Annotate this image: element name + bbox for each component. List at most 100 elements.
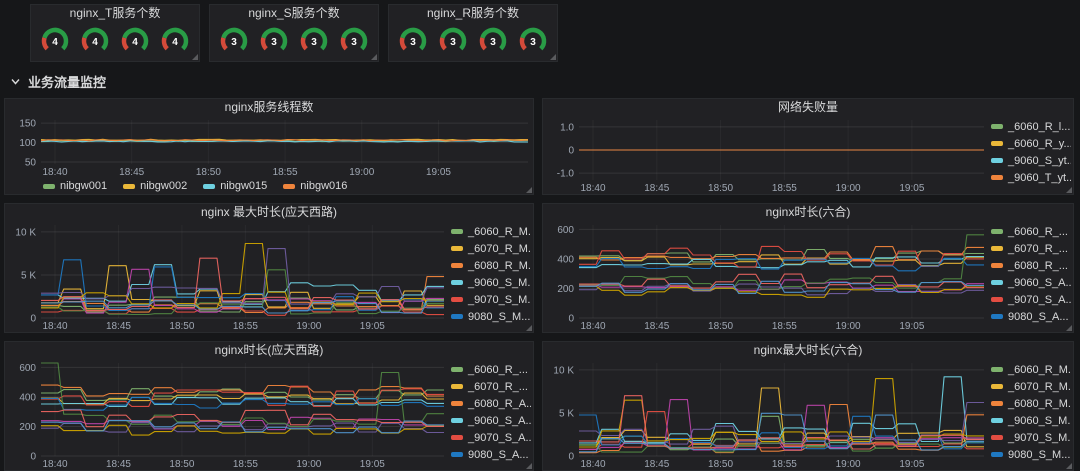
x-tick-label: 19:00 [296,321,321,332]
x-tick-label: 18:40 [580,321,605,332]
legend-swatch-icon [451,418,463,423]
y-tick-label: 0 [568,314,574,325]
legend-item[interactable]: nibgw002 [123,178,187,194]
gauge: 4 [121,27,149,50]
chart-plot-area[interactable]: 10 K 5 K 0 18:40 18:45 18:50 18:55 19:00 19:05 [543,359,989,470]
legend-item[interactable]: _9060_S_A... [451,412,531,429]
gauge: 3 [479,27,507,50]
legend-item[interactable]: _6060_R_l... [991,118,1071,135]
legend-item[interactable]: nibgw015 [203,178,267,194]
legend-item[interactable]: _6060_R_M... [991,361,1071,378]
x-tick-label: 19:05 [899,183,924,194]
gauge-value: 3 [450,37,456,48]
legend-item[interactable]: _6060_R_M... [451,223,531,240]
legend-item[interactable]: _9060_S_M... [991,412,1071,429]
legend-item[interactable]: _6070_R_... [451,378,531,395]
legend-item[interactable]: _6080_R_A... [451,395,531,412]
chart-plot-area[interactable]: 600 400 200 0 18:40 18:45 18:50 18:55 19:00 19:05 [543,221,989,332]
legend-item[interactable]: _9070_S_M... [991,429,1071,446]
series-line [41,385,444,407]
panel-resize-handle[interactable] [1066,187,1072,193]
legend-item[interactable]: _6080_R_M... [451,257,531,274]
series-line [41,420,444,434]
panel-title[interactable]: nginx_T服务个数 [69,6,161,20]
gauge-group: 4 4 4 4 [31,22,199,61]
chart-legend: _6060_R_M... _6070_R_M... _6080_R_M... _906… [449,221,533,332]
series-line [579,255,984,269]
legend-label: _9060_T_yt... [1008,171,1071,184]
panel-title[interactable]: nginx时长(应天西路) [214,343,324,357]
x-tick-label: 19:00 [349,167,374,178]
legend-item[interactable]: _9060_S_A... [991,274,1071,291]
row-title: 业务流量监控 [28,74,107,90]
series-line [579,245,984,268]
chart-legend: _6060_R_l... _6060_R_y... _9060_S_yt... _90… [989,116,1073,194]
legend-item[interactable]: 9080_S_A... [991,308,1071,325]
panel-title[interactable]: nginx最大时长(六合) [753,343,863,357]
panel-title[interactable]: nginx时长(六合) [765,205,851,219]
legend-item[interactable]: _9070_S_A... [451,429,531,446]
legend-item[interactable]: _9060_S_yt... [991,152,1071,169]
legend-label: _9070_S_M... [468,293,531,306]
legend-swatch-icon [283,183,296,189]
chart-plot-area[interactable]: 10 K 5 K 0 18:40 18:45 18:50 18:55 19:00 19:05 [5,221,449,332]
panel-nginx-s-service-count: nginx_S服务个数 3 3 3 3 [209,4,379,62]
panel-resize-handle[interactable] [371,54,377,60]
panel-nginx-r-service-count: nginx_R服务个数 3 3 3 3 [388,4,558,62]
legend-label: _9060_S_M... [1008,414,1071,427]
x-tick-label: 18:50 [708,183,733,194]
panel-resize-handle[interactable] [526,463,532,469]
legend-item[interactable]: nibgw016 [283,178,347,194]
legend-item[interactable]: _6070_R_M... [451,240,531,257]
legend-item[interactable]: nibgw001 [43,178,107,194]
legend-swatch-icon [991,367,1003,372]
series-line [579,254,984,267]
legend-item[interactable]: _9070_S_A... [991,291,1071,308]
legend-label: _6070_R_M... [468,242,531,255]
legend-item[interactable]: _6080_R_... [991,257,1071,274]
panel-resize-handle[interactable] [526,187,532,193]
legend-item[interactable]: _6060_R_y... [991,135,1071,152]
legend-item[interactable]: _9060_S_M... [451,274,531,291]
chart-grid: nginx服务线程数 150 100 50 18:40 18:45 18:50 18:55 1… [4,98,1076,471]
x-tick-label: 19:00 [836,459,861,470]
legend-item[interactable]: _6080_R_M... [991,395,1071,412]
panel-resize-handle[interactable] [550,54,556,60]
legend-swatch-icon [451,263,463,268]
panel-title[interactable]: nginx服务线程数 [224,100,314,114]
panel-title[interactable]: 网络失败量 [777,100,838,114]
panel-resize-handle[interactable] [1066,325,1072,331]
legend-item[interactable]: 9080_S_M... [991,446,1071,463]
series-line [579,257,984,272]
x-tick-label: 18:55 [772,183,797,194]
x-tick-label: 18:45 [106,321,131,332]
row-toggle-business-traffic[interactable]: 业务流量监控 [0,68,1080,94]
series-line [41,397,444,411]
legend-label: _6070_R_... [1008,242,1068,255]
gauge-value: 4 [172,37,178,48]
y-tick-label: 0 [30,452,36,463]
legend-item[interactable]: _6070_R_... [991,240,1071,257]
chart-plot-area[interactable]: 1.0 0 -1.0 18:40 18:45 18:50 18:55 19:00 19:05 [543,116,989,194]
panel-title[interactable]: nginx_R服务个数 [426,6,520,20]
chart-plot-area[interactable]: 600 400 200 0 18:40 18:45 18:50 18:55 19:00 19:05 [5,359,449,470]
legend-swatch-icon [123,183,136,189]
legend-item[interactable]: _6070_R_M... [991,378,1071,395]
panel-resize-handle[interactable] [192,54,198,60]
legend-item[interactable]: _6060_R_... [451,361,531,378]
panel-title[interactable]: nginx 最大时长(应天西路) [200,205,337,219]
legend-item[interactable]: _9060_T_yt... [991,169,1071,186]
series-line [41,257,444,311]
panel-resize-handle[interactable] [526,325,532,331]
legend-item[interactable]: _9070_S_M... [451,291,531,308]
x-tick-label: 18:40 [580,183,605,194]
panel-title[interactable]: nginx_S服务个数 [248,6,340,20]
panel-resize-handle[interactable] [1066,463,1072,469]
chart-plot-area[interactable]: 150 100 50 18:40 18:45 18:50 18:55 19:00 19:05 [5,116,533,178]
legend-item[interactable]: 9080_S_A... [451,446,531,463]
legend-label: _9070_S_A... [468,431,531,444]
legend-item[interactable]: _6060_R_... [991,223,1071,240]
legend-item[interactable]: 9080_S_M... [451,308,531,325]
y-tick-label: -1.0 [557,169,575,180]
legend-swatch-icon [991,124,1003,129]
